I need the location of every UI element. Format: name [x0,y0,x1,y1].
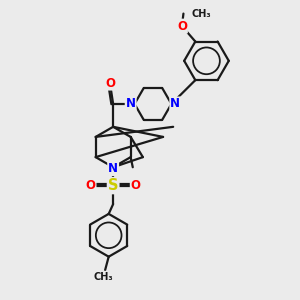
Text: N: N [126,98,136,110]
Text: O: O [106,76,116,90]
Text: O: O [177,20,187,33]
Text: N: N [170,98,180,110]
Text: O: O [131,179,141,192]
Text: CH₃: CH₃ [94,272,113,282]
Text: S: S [108,178,119,193]
Text: CH₃: CH₃ [192,9,212,19]
Text: O: O [85,179,96,192]
Text: N: N [108,162,118,175]
